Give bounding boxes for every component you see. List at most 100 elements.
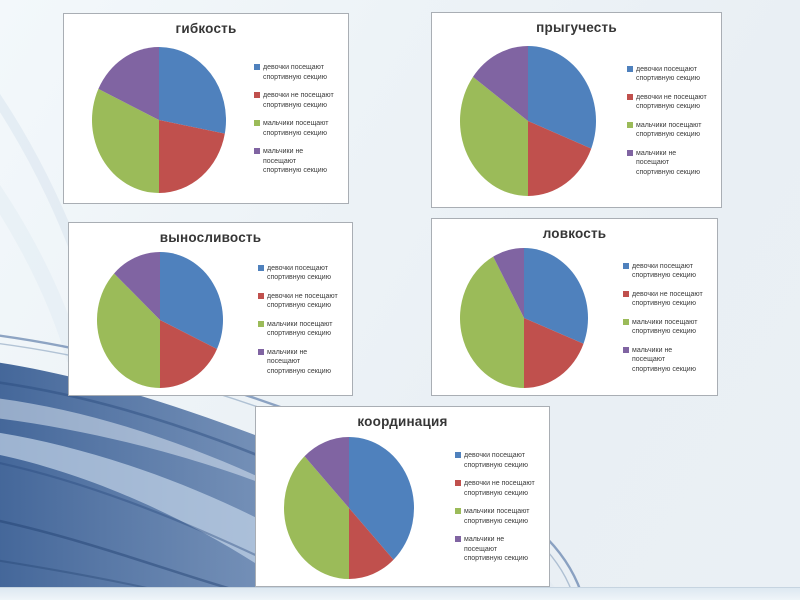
legend-swatch-icon — [627, 121, 633, 128]
pie-chart — [460, 248, 588, 388]
legend-swatch-icon — [455, 480, 461, 487]
legend-swatch-icon — [258, 292, 264, 299]
pie-slice — [460, 76, 528, 196]
legend-label: девочки не посещают спортивную секцию — [267, 292, 338, 310]
chart-legend: девочки посещают спортивную секцию девочк… — [627, 65, 709, 178]
chart-title: прыгучесть — [536, 20, 617, 35]
legend-swatch-icon — [258, 264, 264, 271]
pie-slice — [472, 46, 528, 121]
pie-chart — [97, 252, 223, 388]
legend-item: девочки не посещают спортивную секцию — [627, 93, 709, 112]
pie-svg — [460, 248, 588, 388]
legend-label: мальчики посещают спортивную секцию — [636, 121, 702, 139]
legend-swatch-icon — [455, 508, 461, 515]
legend-swatch-icon — [623, 262, 629, 269]
legend-label: девочки посещают спортивную секцию — [263, 64, 327, 81]
legend-item: мальчики посещают спортивную секцию — [254, 119, 336, 138]
chart-body: девочки посещают спортивную секцию девочк… — [64, 36, 348, 203]
legend-label: мальчики не посещают спортивную секцию — [464, 536, 528, 563]
legend-item: мальчики не посещают спортивную секцию — [258, 348, 340, 377]
legend-swatch-icon — [455, 452, 461, 459]
legend-swatch-icon — [623, 346, 629, 353]
legend-label: мальчики не посещают спортивную секцию — [263, 148, 327, 175]
legend-item: мальчики посещают спортивную секцию — [623, 318, 705, 337]
legend-label: мальчики посещают спортивную секцию — [263, 120, 329, 137]
legend-swatch-icon — [254, 64, 260, 71]
pie-slice — [92, 88, 159, 193]
legend-label: девочки посещают спортивную секцию — [636, 65, 700, 83]
chart-body: девочки посещают спортивную секцию девочк… — [432, 35, 721, 207]
wave-line — [0, 519, 243, 594]
pie-slice — [493, 248, 524, 318]
legend-swatch-icon — [623, 290, 629, 297]
chart-legend: девочки посещают спортивную секцию девочк… — [623, 262, 705, 375]
chart-title: координация — [357, 414, 448, 429]
chart-legend: девочки посещают спортивную секцию девочк… — [254, 63, 336, 176]
legend-item: девочки не посещают спортивную секцию — [258, 292, 340, 311]
legend-swatch-icon — [254, 148, 260, 155]
pie-chart-panel-3: выносливость девочки посещают спортивную… — [68, 222, 353, 396]
legend-item: девочки посещают спортивную секцию — [455, 451, 537, 470]
pie-svg — [92, 46, 226, 193]
legend-item: девочки посещают спортивную секцию — [627, 65, 709, 84]
legend-item: девочки не посещают спортивную секцию — [254, 91, 336, 110]
pie-svg — [284, 436, 414, 579]
legend-swatch-icon — [258, 320, 264, 327]
legend-label: мальчики не посещают спортивную секцию — [267, 348, 331, 375]
legend-item: девочки посещают спортивную секцию — [258, 264, 340, 283]
legend-label: девочки посещают спортивную секцию — [267, 264, 331, 282]
legend-label: девочки посещают спортивную секцию — [464, 452, 528, 469]
legend-item: девочки не посещают спортивную секцию — [455, 479, 537, 498]
chart-body: девочки посещают спортивную секцию девочк… — [69, 245, 352, 395]
legend-label: девочки не посещают спортивную секцию — [263, 92, 334, 109]
chart-title: выносливость — [159, 230, 262, 245]
pie-slice — [524, 248, 588, 344]
legend-label: девочки посещают спортивную секцию — [632, 262, 696, 280]
legend-item: девочки не посещают спортивную секцию — [623, 290, 705, 309]
legend-label: девочки не посещают спортивную секцию — [636, 93, 707, 111]
legend-swatch-icon — [627, 93, 633, 100]
legend-item: девочки посещают спортивную секцию — [623, 262, 705, 281]
pie-svg — [460, 46, 596, 196]
pie-chart — [92, 46, 226, 193]
legend-item: мальчики посещают спортивную секцию — [258, 320, 340, 339]
chart-legend: девочки посещают спортивную секцию девочк… — [455, 451, 537, 564]
legend-item: мальчики посещают спортивную секцию — [455, 507, 537, 526]
pie-slice — [159, 46, 226, 134]
pie-slice — [114, 252, 160, 320]
pie-slice — [528, 121, 592, 196]
legend-swatch-icon — [627, 65, 633, 72]
pie-svg — [97, 252, 223, 388]
legend-label: мальчики посещают спортивную секцию — [632, 318, 698, 336]
legend-label: мальчики не посещают спортивную секцию — [632, 346, 696, 373]
pie-slice — [98, 46, 159, 120]
legend-label: мальчики не посещают спортивную секцию — [636, 149, 700, 176]
pie-slice — [159, 119, 225, 193]
chart-body: девочки посещают спортивную секцию девочк… — [256, 429, 549, 586]
legend-item: мальчики не посещают спортивную секцию — [455, 535, 537, 564]
pie-slice — [528, 46, 596, 149]
pie-chart-panel-2: прыгучесть девочки посещают спортивную с… — [431, 12, 722, 208]
legend-label: девочки не посещают спортивную секцию — [464, 480, 535, 497]
pie-chart-panel-1: гибкость девочки посещают спортивную сек… — [63, 13, 349, 204]
chart-body: девочки посещают спортивную секцию девочк… — [432, 241, 717, 395]
chart-title: ловкость — [542, 226, 607, 241]
legend-label: мальчики посещают спортивную секцию — [267, 320, 333, 338]
legend-swatch-icon — [455, 536, 461, 543]
legend-label: девочки не посещают спортивную секцию — [632, 290, 703, 308]
legend-swatch-icon — [258, 348, 264, 355]
pie-slice — [160, 252, 223, 349]
legend-label: мальчики посещают спортивную секцию — [464, 508, 530, 525]
chart-legend: девочки посещают спортивную секцию девочк… — [258, 264, 340, 377]
legend-swatch-icon — [627, 149, 633, 156]
legend-swatch-icon — [254, 120, 260, 127]
legend-item: девочки посещают спортивную секцию — [254, 63, 336, 82]
bottom-strip — [0, 587, 800, 600]
legend-item: мальчики не посещают спортивную секцию — [623, 346, 705, 375]
chart-title: гибкость — [175, 21, 237, 36]
legend-swatch-icon — [254, 92, 260, 99]
pie-chart-panel-4: ловкость девочки посещают спортивную сек… — [431, 218, 718, 396]
pie-chart-panel-5: координация девочки посещают спортивную … — [255, 406, 550, 587]
legend-item: мальчики не посещают спортивную секцию — [627, 149, 709, 178]
